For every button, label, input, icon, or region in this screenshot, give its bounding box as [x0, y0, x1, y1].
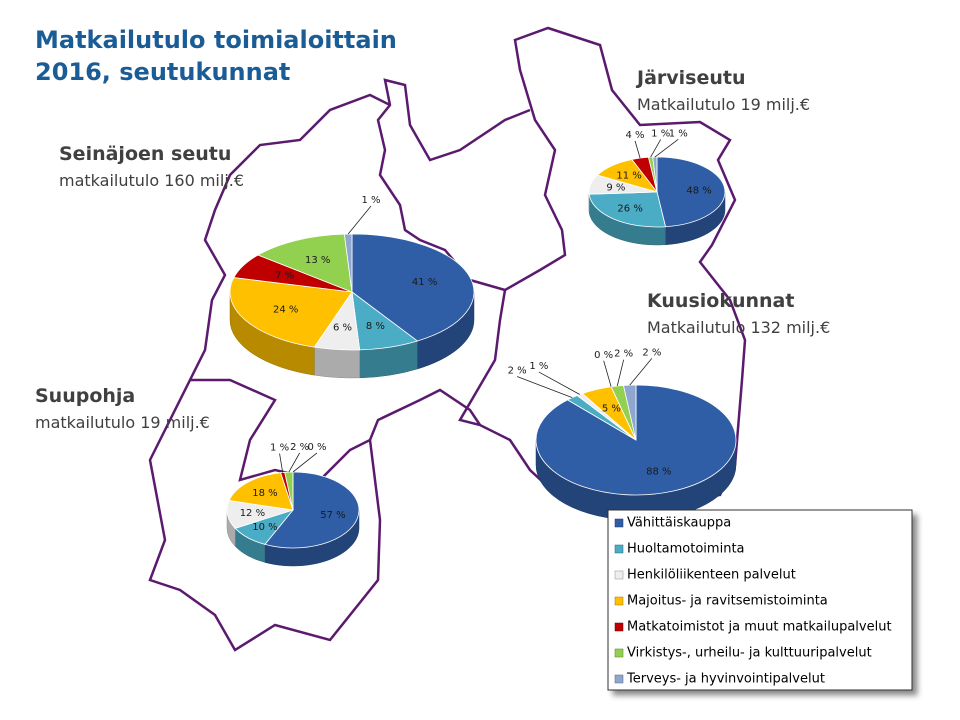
region-subtitle: matkailutulo 19 milj.€ [35, 413, 210, 432]
value-label: 5 % [602, 404, 621, 415]
value-label: 9 % [606, 182, 625, 193]
value-label: 48 % [686, 186, 711, 197]
region-subtitle: matkailutulo 160 milj.€ [59, 171, 244, 190]
value-label: 10 % [252, 522, 277, 533]
value-label: 12 % [240, 508, 265, 519]
slice [652, 156, 658, 193]
leader-line [292, 452, 318, 473]
value-label: 13 % [305, 255, 330, 266]
legend-box [607, 509, 913, 691]
legend-swatch [614, 518, 624, 528]
value-label: 2 % [508, 366, 527, 377]
leader-line [516, 376, 573, 398]
leader-line [603, 360, 612, 387]
value-label: 1 % [651, 128, 670, 139]
leader-line [538, 371, 580, 395]
value-label: 0 % [594, 350, 613, 361]
slice [229, 277, 353, 348]
slice [588, 191, 667, 228]
title-line: Matkailutulo toimialoittain [35, 26, 397, 54]
value-label: 57 % [320, 510, 345, 521]
value-label: 26 % [617, 204, 642, 215]
slice-side [314, 346, 360, 379]
leader-line [347, 205, 372, 235]
legend-swatch [614, 622, 624, 632]
slice [257, 233, 353, 293]
region-title: Seinäjoen seutu [59, 143, 231, 165]
legend-label: Terveys- ja hyvinvointipalvelut [626, 672, 825, 687]
leader-line [629, 358, 653, 386]
region-title: Kuusiokunnat [647, 290, 794, 312]
value-label: 2 % [290, 442, 309, 453]
region-subtitle: Matkailutulo 19 milj.€ [637, 95, 810, 114]
value-label: 41 % [412, 277, 437, 288]
leader-line [634, 140, 641, 159]
slice [228, 472, 294, 511]
legend-swatch [614, 544, 624, 554]
value-label: 1 % [270, 443, 289, 454]
title-line: 2016, seutukunnat [35, 58, 290, 86]
leader-line [279, 453, 284, 473]
slice [264, 471, 360, 549]
legend-label: Virkistys-, urheilu- ja kulttuuripalvelu… [627, 646, 872, 661]
slice [351, 233, 475, 342]
value-label: 4 % [625, 130, 644, 141]
legend-label: Majoitus- ja ravitsemistoiminta [627, 594, 828, 609]
value-label: 8 % [366, 321, 385, 332]
legend-swatch [614, 648, 624, 658]
region-title: Järviseutu [635, 67, 746, 89]
legend-label: Matkatoimistot ja muut matkailupalvelut [627, 620, 892, 635]
leader-line [616, 359, 625, 387]
value-label: 18 % [252, 488, 277, 499]
value-label: 2 % [614, 349, 633, 360]
value-label: 1 % [361, 195, 380, 206]
value-label: 88 % [646, 467, 671, 478]
value-label: 11 % [616, 171, 641, 182]
legend-label: Henkilöliikenteen palvelut [627, 568, 796, 583]
slice [622, 384, 637, 441]
value-label: 7 % [275, 271, 294, 282]
legend-label: Huoltamotoiminta [627, 542, 745, 557]
region-title: Suupohja [35, 385, 135, 407]
region-subtitle: Matkailutulo 132 milj.€ [647, 318, 830, 337]
value-label: 1 % [529, 361, 548, 372]
value-label: 1 % [669, 128, 688, 139]
value-label: 6 % [333, 323, 352, 334]
leader-line [288, 452, 300, 473]
value-label: 24 % [273, 304, 298, 315]
legend-swatch [614, 570, 624, 580]
leader-line [650, 139, 662, 158]
value-label: 0 % [307, 442, 326, 453]
legend-label: Vähittäiskauppa [627, 516, 731, 531]
value-label: 2 % [642, 347, 661, 358]
leader-line [654, 138, 679, 158]
legend-swatch [614, 674, 624, 684]
slice [656, 156, 726, 228]
legend-swatch [614, 596, 624, 606]
